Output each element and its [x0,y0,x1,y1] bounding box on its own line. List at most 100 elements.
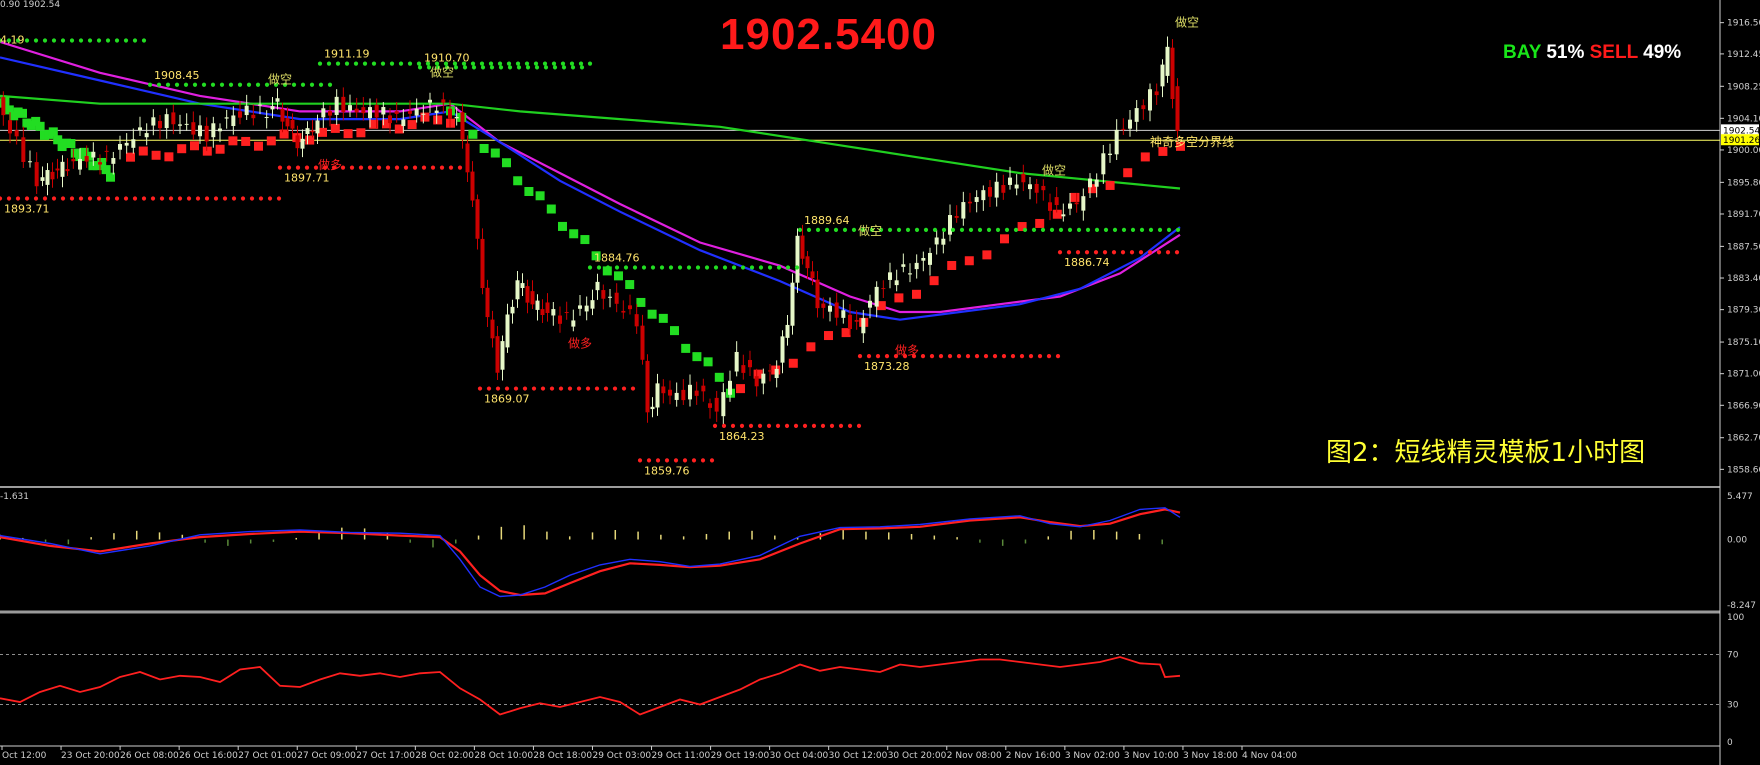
level-dot [932,227,938,232]
trend-block [53,135,63,145]
price-axis: 1916.50 1912.45 1908.25 1904.10 1900.00 1895.… [1720,19,1760,748]
level-dot [174,82,180,87]
level-dot [1157,227,1163,232]
candle-body [914,262,919,270]
level-dot [896,227,902,232]
level-dot [497,61,503,66]
level-dot [722,265,728,270]
trend-block [546,204,556,214]
level-dot [141,38,147,43]
oscillator-tick-label: 70 [1727,651,1739,661]
price-tick-label: 1858.60 [1727,465,1760,475]
level-dot [856,423,862,429]
trend-block [48,127,58,137]
candle-body [231,115,236,127]
level-dot [277,165,283,170]
level-dot [78,196,84,201]
level-dot [1111,250,1117,255]
time-tick-label: 3 Nov 10:00 [1124,751,1179,761]
candle-body [65,169,70,172]
level-dot [869,227,875,232]
trend-block [407,120,417,130]
candle-body [198,125,202,137]
candle-body [485,287,490,318]
time-tick-label: 28 Oct 02:00 [415,751,474,761]
level-dot [578,61,584,66]
time-tick-label: 29 Oct 19:00 [711,751,770,761]
level-dot [983,353,989,359]
level-dot [570,65,576,70]
time-tick-label: 23 Oct 20:00 [61,751,120,761]
level-dot [784,423,790,429]
time-tick-label: 28 Oct 18:00 [533,751,592,761]
candle-body [1081,196,1086,211]
price-tick-label: 1871.00 [1727,370,1760,380]
time-tick-label: 27 Oct 09:00 [297,751,356,761]
trend-block [964,256,974,266]
trend-block [266,136,276,146]
candle-body [1101,153,1106,175]
trend-block [894,293,904,303]
level-dot [335,61,341,66]
level-dot [992,353,998,359]
time-tick-label: 26 Oct 08:00 [120,751,179,761]
candle-body [1088,178,1092,188]
level-dot [1031,227,1037,232]
level-dot [1019,353,1025,359]
level-dot [33,38,39,43]
level-dot [295,165,301,170]
level-dot [204,196,210,201]
candle-body [961,202,966,219]
level-dot [421,165,427,170]
trend-block [625,280,635,290]
candle-body [515,280,520,300]
level-dot [150,196,156,201]
candle-body [768,370,772,372]
candle-body [721,392,726,417]
level-dot [452,61,458,66]
level-dot [552,65,558,70]
level-dot [632,265,638,270]
candle-body [748,359,752,368]
level-dot [165,82,171,87]
level-dot [712,423,718,429]
candle-body [608,296,612,298]
price-tick-label: 1904.10 [1727,114,1760,124]
trend-block [433,115,443,125]
time-tick-label: 2 Nov 16:00 [1006,751,1061,761]
trend-block [753,369,763,379]
trend-block [151,150,161,160]
level-dot [851,227,857,232]
level-dot [995,227,1001,232]
level-dot [51,196,57,201]
trend-block [1052,209,1062,219]
level-dot [524,61,530,66]
candle-body [728,380,732,395]
level-dot [740,265,746,270]
level-dot [201,82,207,87]
trend-block [490,148,500,158]
oscillator-panel [0,654,1720,716]
trend-block [254,141,263,151]
level-dot [587,61,593,66]
trend-block [658,313,668,323]
candle-body [1108,153,1112,156]
candle-body [460,112,465,140]
level-dot [504,386,510,391]
level-dot [551,61,557,66]
level-dot [132,196,138,201]
level-dot [219,82,225,87]
level-dot [417,65,423,70]
candle-body [305,128,310,135]
level-dot [371,61,377,66]
trend-block [806,342,816,352]
trend-block [692,352,702,362]
level-dot [1067,227,1073,232]
candle-body [874,286,879,307]
level-dot [282,82,288,87]
candle-body [848,314,852,330]
candle-body [988,187,992,197]
trend-block [1088,184,1097,194]
price-tick-label: 1879.30 [1727,306,1760,316]
price-tick-label: 1908.25 [1727,82,1760,92]
